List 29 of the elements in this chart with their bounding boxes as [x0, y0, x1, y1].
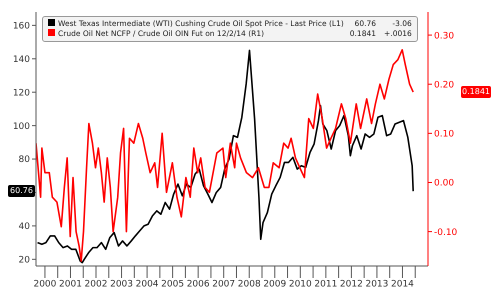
y-tick-label: 20: [18, 256, 30, 266]
x-tick-label: 2002: [84, 279, 108, 290]
x-tick-label: 2007: [212, 279, 236, 290]
y-tick-label: 100: [12, 122, 30, 132]
x-tick-label: 2009: [263, 279, 286, 290]
y-tick-label: 80: [18, 155, 30, 166]
x-tick-label: 2006: [186, 279, 210, 290]
x-tick-label: 2014: [391, 279, 414, 290]
x-tick-label: 2013: [365, 279, 388, 290]
text: 0.1841: [462, 87, 490, 96]
y2-tick-label: 0.30: [434, 31, 454, 42]
y-tick-label: 160: [12, 22, 30, 32]
x-tick-label: 2010: [288, 279, 312, 290]
y2-tick-label: 0.10: [434, 130, 454, 140]
x-tick-label: 2011: [314, 279, 338, 290]
y-tick-label: 40: [18, 222, 30, 232]
x-tick-label: 2004: [136, 279, 159, 290]
y2-tick-label: 0.20: [434, 80, 454, 90]
x-tick-label: 2008: [238, 279, 261, 290]
x-tick-label: 2000: [33, 279, 57, 290]
x-tick-label: 2001: [59, 279, 82, 290]
y-tick-label: 120: [12, 88, 30, 98]
x-tick-label: 2005: [161, 279, 184, 290]
x-tick-label: 2012: [340, 279, 363, 290]
y-tick-label: 140: [12, 54, 30, 65]
y2-tick-label: -0.10: [434, 228, 458, 238]
y2-tick-label: 0.00: [434, 178, 454, 189]
text: 60.76: [10, 186, 33, 196]
x-tick-label: 2003: [110, 279, 134, 290]
